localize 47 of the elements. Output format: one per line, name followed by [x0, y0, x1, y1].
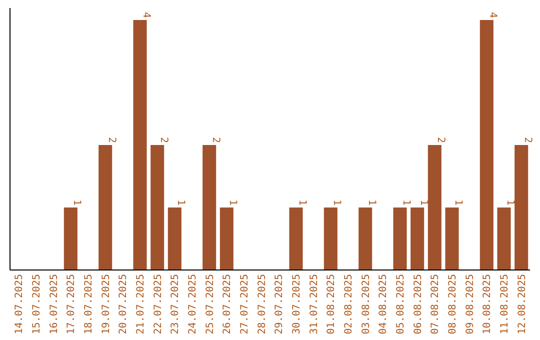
x-tick-label: 15.07.2025: [32, 274, 42, 334]
x-tick-label: 30.07.2025: [292, 274, 302, 334]
x-tick-label: 07.08.2025: [430, 274, 442, 334]
data-label: 4: [487, 12, 498, 18]
x-tick-label: 24.07.2025: [188, 274, 198, 334]
x-tick-label: 18.07.2025: [84, 274, 94, 334]
data-label: 2: [210, 136, 221, 143]
x-tick-label: 11.08.2025: [500, 274, 510, 334]
x-tick-label: 10.08.2025: [482, 274, 494, 334]
data-label: 1: [296, 199, 308, 206]
x-tick-label: 08.08.2025: [448, 274, 458, 334]
data-label: 2: [522, 136, 533, 143]
data-label: 2: [435, 136, 446, 143]
x-tick-label: 23.07.2025: [170, 274, 182, 334]
data-label: 2: [106, 136, 117, 143]
x-tick-label: 26.07.2025: [222, 274, 234, 334]
data-label: 1: [418, 199, 429, 206]
x-tick-label: 01.08.2025: [326, 274, 338, 334]
x-tick-label: 21.07.2025: [136, 274, 146, 334]
data-label: 1: [175, 199, 186, 206]
data-label: 1: [71, 199, 82, 206]
x-tick-label: 03.08.2025: [360, 274, 372, 334]
x-tick-label: 16.07.2025: [48, 274, 60, 334]
x-tick-label: 05.08.2025: [396, 274, 406, 334]
data-label: 1: [400, 199, 412, 206]
x-tick-label: 02.08.2025: [344, 274, 354, 334]
data-label: 1: [504, 199, 516, 206]
x-tick-label: 28.07.2025: [256, 274, 268, 334]
x-tick-label: 14.07.2025: [14, 274, 26, 334]
x-tick-label: 12.08.2025: [516, 274, 528, 334]
x-tick-label: 04.08.2025: [378, 274, 390, 334]
x-tick-label: 27.07.2025: [240, 274, 250, 334]
x-tick-label: 09.08.2025: [464, 274, 476, 334]
data-label: 2: [158, 136, 169, 143]
data-label: 1: [452, 199, 464, 206]
data-label: 1: [366, 199, 377, 206]
x-tick-label: 20.07.2025: [118, 274, 130, 334]
x-tick-label: 22.07.2025: [152, 274, 164, 334]
data-label: 4: [140, 12, 152, 18]
x-tick-label: 25.07.2025: [204, 274, 216, 334]
x-tick-label: 06.08.2025: [412, 274, 424, 334]
x-tick-label: 17.07.2025: [66, 274, 78, 334]
x-tick-label: 29.07.2025: [274, 274, 286, 334]
data-label: 1: [331, 199, 342, 206]
x-tick-label: 19.07.2025: [100, 274, 112, 334]
x-tick-label: 31.07.2025: [308, 274, 320, 334]
data-label: 1: [227, 199, 238, 206]
